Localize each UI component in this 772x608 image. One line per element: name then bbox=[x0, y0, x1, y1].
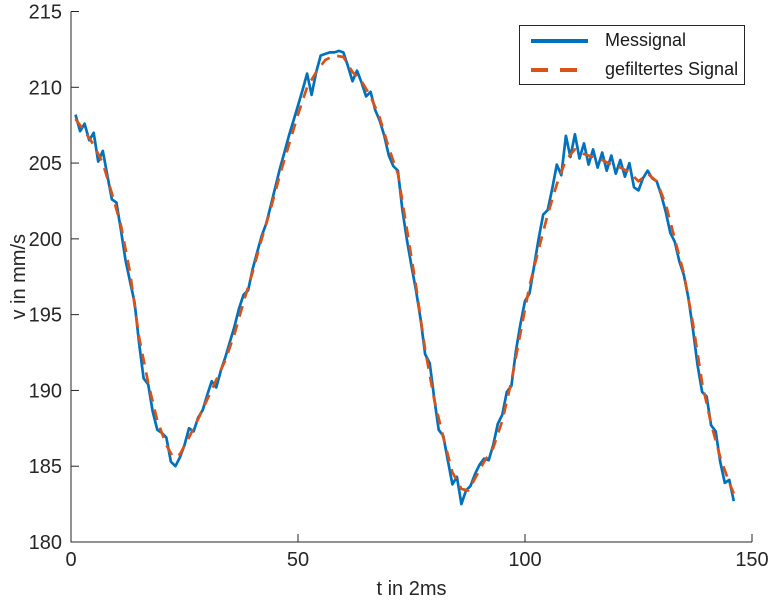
y-tick-label: 210 bbox=[29, 77, 62, 99]
y-tick-label: 190 bbox=[29, 380, 62, 402]
series-line-messignal bbox=[74, 49, 736, 506]
legend-label-gefiltertes-signal: gefiltertes Signal bbox=[605, 59, 739, 79]
y-axis-label: v in mm/s bbox=[8, 234, 30, 320]
legend-box[interactable]: Messignal gefiltertes Signal bbox=[519, 25, 745, 85]
x-tick-label: 150 bbox=[735, 549, 768, 571]
x-tick-label: 0 bbox=[65, 549, 76, 571]
y-tick-label: 195 bbox=[29, 305, 62, 327]
legend-entry-gefiltertes-signal[interactable]: gefiltertes Signal bbox=[531, 58, 744, 82]
y-tick-label: 215 bbox=[29, 2, 62, 24]
x-tick-label: 100 bbox=[508, 549, 541, 571]
y-tick-label: 200 bbox=[29, 229, 62, 251]
legend-line-sample-solid bbox=[531, 38, 588, 43]
x-axis-label: t in 2ms bbox=[376, 578, 446, 600]
y-tick-label: 205 bbox=[29, 153, 62, 175]
y-tick-label: 185 bbox=[29, 456, 62, 478]
legend-entry-messignal[interactable]: Messignal bbox=[531, 29, 744, 53]
x-tick-label: 50 bbox=[287, 549, 309, 571]
legend-label-messignal: Messignal bbox=[605, 30, 687, 50]
series-line-gefiltertes-signal bbox=[74, 54, 736, 495]
y-tick-label: 180 bbox=[29, 532, 62, 554]
legend-line-sample-dashed bbox=[531, 67, 588, 72]
